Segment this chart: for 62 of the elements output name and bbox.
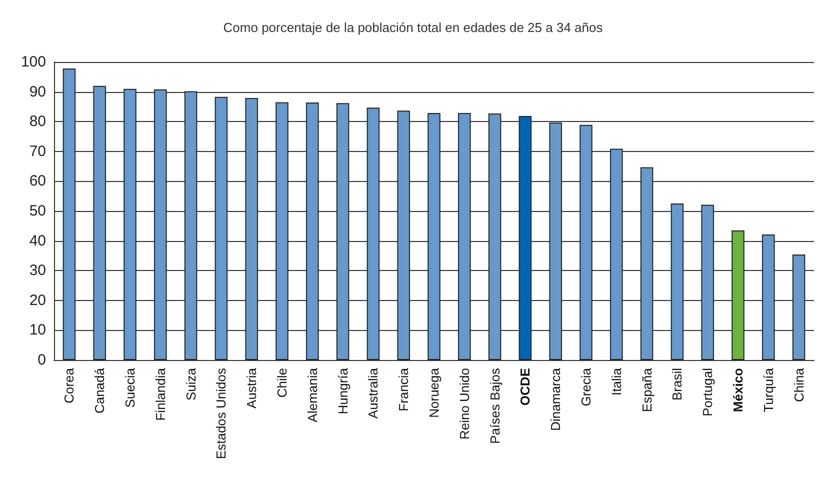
bar (154, 89, 167, 360)
bar (184, 91, 198, 360)
x-tick-label: Países Bajos (487, 368, 502, 444)
bar (245, 98, 258, 360)
bar (762, 234, 775, 360)
y-tick-label: 0 (38, 352, 46, 368)
y-tick-label: 10 (29, 322, 46, 339)
bar (276, 102, 288, 360)
bar (366, 108, 380, 360)
x-tick-label: Estados Unidos (214, 368, 229, 460)
x-tick-label: Reino Unido (456, 368, 472, 440)
bar (610, 148, 623, 360)
x-tick-label: OCDE (518, 368, 533, 406)
x-tick-label: Alemania (304, 367, 320, 422)
bar (62, 68, 76, 360)
y-tick-label: 30 (29, 262, 46, 280)
x-tick-label: México (730, 368, 746, 412)
x-tick-label: Australia (366, 367, 381, 419)
y-tick-label: 40 (29, 232, 46, 250)
bar (792, 254, 806, 360)
bar (549, 122, 562, 360)
x-tick-label: Corea (62, 367, 77, 404)
bar (518, 116, 532, 360)
x-tick-label: Chile (274, 368, 290, 398)
x-tick-label: Portugal (700, 368, 716, 416)
bar (336, 103, 350, 360)
bar (670, 204, 684, 360)
x-tick-label: China (791, 367, 806, 402)
x-tick-label: Noruega (426, 367, 442, 418)
x-tick-label: España (639, 367, 654, 412)
bar (397, 110, 410, 360)
y-tick-label: 70 (29, 142, 46, 160)
y-tick-label: 80 (29, 113, 46, 130)
bar (428, 112, 440, 360)
y-tick-label: 60 (29, 172, 46, 190)
x-tick-label: Austria (244, 367, 260, 408)
x-tick-label: Brasil (670, 368, 685, 401)
bar (458, 112, 471, 360)
x-tick-label: Grecia (578, 367, 594, 406)
bar (124, 88, 136, 360)
y-tick-label: 20 (29, 292, 46, 309)
x-tick-label: Hungría (335, 367, 350, 414)
x-tick-label: Canadá (92, 367, 108, 414)
bar (640, 167, 654, 360)
x-tick-label: Francia (396, 367, 412, 412)
x-tick-label: Turquía (760, 367, 776, 412)
y-tick-label: 90 (29, 83, 46, 100)
x-tick-label: Finlandia (152, 367, 168, 421)
bar (701, 204, 714, 360)
chart-title: Como porcentaje de la población total en edades de 25 a 34 años (223, 20, 604, 35)
bar (488, 114, 502, 360)
y-tick-label: 100 (20, 54, 46, 70)
bar (93, 86, 106, 360)
x-tick-label: Italia (608, 367, 624, 396)
x-tick-label: Suiza (183, 367, 198, 401)
bar (306, 102, 319, 360)
bar (732, 230, 744, 360)
bar (214, 96, 228, 360)
x-tick-label: Dinamarca (548, 367, 564, 431)
bar (580, 124, 592, 360)
x-tick-label: Suecia (122, 367, 138, 408)
y-tick-label: 50 (29, 202, 46, 220)
